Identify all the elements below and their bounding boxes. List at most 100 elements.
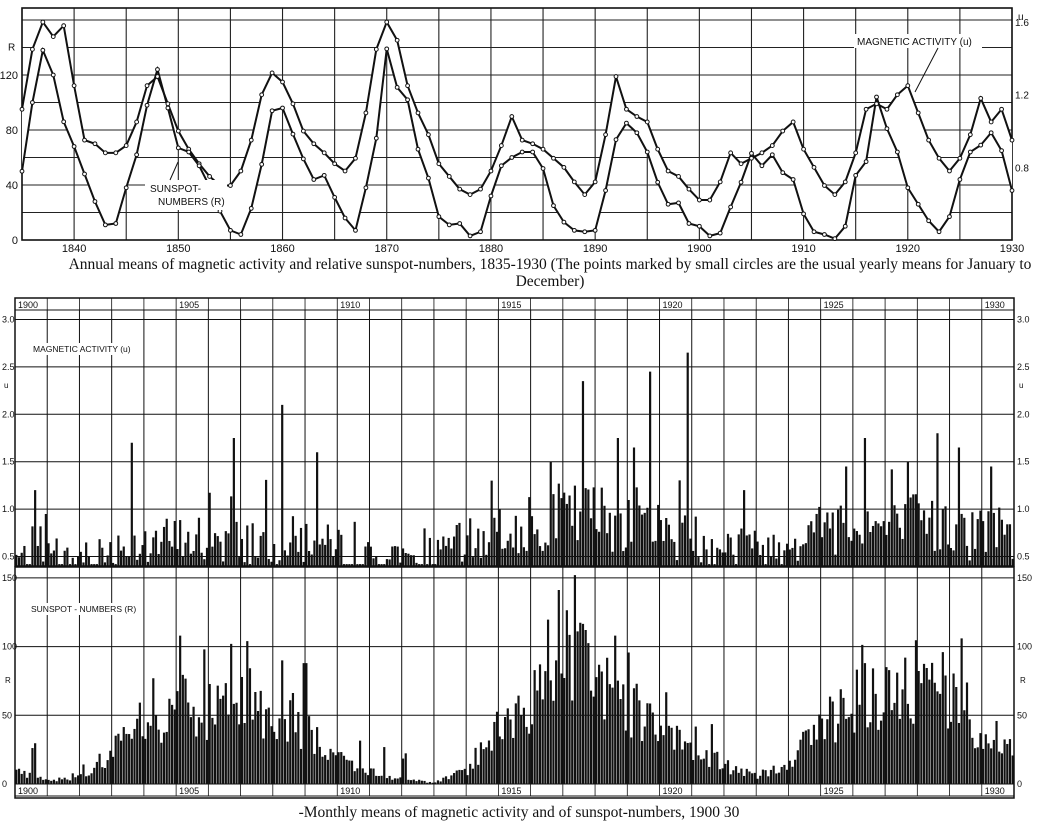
- year-axis-label: 1930: [985, 786, 1005, 796]
- magnetic-activity-point: [520, 138, 524, 142]
- y-right-axis-label: u: [1018, 12, 1024, 23]
- y-right-tick-label: 100: [1017, 642, 1032, 652]
- sunspot-point: [739, 180, 743, 184]
- sunspot-point: [187, 150, 191, 154]
- sunspot-point: [1000, 149, 1004, 153]
- magnetic-activity-point: [687, 187, 691, 191]
- sunspot-point: [229, 228, 233, 232]
- magnetic-activity-point: [427, 133, 431, 137]
- y-right-tick-label: 150: [1017, 573, 1032, 583]
- y-left-tick-label: 0.5: [2, 552, 15, 562]
- sunspot-point: [927, 219, 931, 223]
- sunspot-point: [697, 224, 701, 228]
- magnetic-activity-point: [895, 93, 899, 97]
- sunspot-point: [291, 132, 295, 136]
- magnetic-activity-point: [739, 162, 743, 166]
- y-axis-label: u: [1019, 381, 1023, 390]
- sunspot-point: [593, 228, 597, 232]
- monthly-magnetic-activity-chart: 1900 1905 1910 1915 1920 1925 19300.5 0.51.0 1.0…: [2, 298, 1030, 566]
- sunspot-point: [468, 234, 472, 238]
- sunspot-point: [416, 147, 420, 151]
- sunspot-point: [447, 223, 451, 227]
- y-right-tick-label: 2.0: [1017, 409, 1030, 419]
- sunspot-point: [135, 153, 139, 157]
- sunspot-point: [604, 189, 608, 193]
- year-axis-label: 1920: [663, 786, 683, 796]
- magnetic-activity-point: [354, 156, 358, 160]
- magnetic-activity-point: [114, 151, 118, 155]
- y-right-tick-label: 1.0: [1017, 504, 1030, 514]
- magnetic-activity-point: [83, 138, 87, 142]
- y-right-tick-label: 0.8: [1015, 163, 1029, 174]
- magnetic-activity-point: [572, 180, 576, 184]
- magnetic-activity-point: [916, 111, 920, 115]
- sunspot-point: [906, 186, 910, 190]
- magnetic-activity-point: [729, 151, 733, 155]
- x-tick-label: 1910: [791, 243, 815, 255]
- year-axis-label: 1910: [340, 300, 360, 310]
- magnetic-activity-point: [208, 175, 212, 179]
- sunspot-point: [937, 230, 941, 234]
- sunspot-point: [854, 173, 858, 177]
- magnetic-activity-point: [72, 84, 76, 88]
- sunspot-point: [83, 172, 87, 176]
- sunspot-point: [176, 146, 180, 150]
- sunspot-point: [312, 178, 316, 182]
- sunspot-point: [343, 216, 347, 220]
- sunspot-point: [20, 169, 24, 173]
- sunspot-point: [677, 201, 681, 205]
- magnetic-activity-point: [812, 165, 816, 169]
- magnetic-activity-point: [843, 180, 847, 184]
- bottom-chart-caption: -Monthly means of magnetic activity and …: [0, 804, 1038, 821]
- y-right-tick-label: 0: [1017, 779, 1022, 789]
- magnetic-activity-point: [343, 169, 347, 173]
- sunspot-point: [270, 109, 274, 113]
- magnetic-activity-point: [625, 107, 629, 111]
- y-left-tick-label: 0: [12, 235, 18, 247]
- magnetic-activity-point: [1010, 138, 1014, 142]
- magnetic-activity-point: [249, 138, 253, 142]
- sunspot-point: [687, 222, 691, 226]
- sunspot-point: [124, 186, 128, 190]
- x-tick-label: 1900: [687, 243, 711, 255]
- magnetic-activity-point: [958, 156, 962, 160]
- year-axis-label: 1905: [179, 786, 199, 796]
- magnetic-activity-point: [885, 107, 889, 111]
- sunspot-point: [333, 195, 337, 199]
- magnetic-activity-point: [41, 20, 45, 24]
- magnetic-activity-point: [854, 151, 858, 155]
- magnetic-activity-point: [312, 142, 316, 146]
- sunspot-point: [666, 202, 670, 206]
- y-axis-label: R: [5, 676, 11, 685]
- magnetic-activity-point: [103, 151, 107, 155]
- magnetic-activity-point: [927, 138, 931, 142]
- sunspot-point: [72, 145, 76, 149]
- monthly-sunspot-chart: 0 050 50100 100150 150R RSUNSPOT - NUMBERS (R…: [2, 567, 1032, 798]
- year-axis-label: 1910: [340, 786, 360, 796]
- sunspot-point: [895, 150, 899, 154]
- magnetic-activity-point: [968, 133, 972, 137]
- sunspot-point: [531, 150, 535, 154]
- sunspot-point: [281, 106, 285, 110]
- magnetic-activity-point: [260, 93, 264, 97]
- y-left-tick-label: 1.0: [2, 504, 15, 514]
- magnetic-activity-point: [176, 129, 180, 133]
- sunspot-point: [802, 212, 806, 216]
- sunspot-point: [406, 98, 410, 102]
- magnetic-activity-point: [135, 120, 139, 124]
- y-left-tick-label: 0: [2, 779, 7, 789]
- magnetic-activity-point: [447, 175, 451, 179]
- sunspot-annotation-line-1: SUNSPOT-: [150, 184, 201, 195]
- x-tick-label: 1840: [62, 243, 86, 255]
- magnetic-activity-point: [948, 169, 952, 173]
- sunspot-point: [760, 164, 764, 168]
- sunspot-point: [479, 230, 483, 234]
- magnetic-activity-point: [166, 102, 170, 106]
- sunspot-point: [114, 222, 118, 226]
- magnetic-activity-point: [270, 71, 274, 75]
- sunspot-point: [103, 223, 107, 227]
- magnetic-activity-point: [62, 24, 66, 28]
- sunspot-point: [260, 162, 264, 166]
- magnetic-activity-annotation: MAGNETIC ACTIVITY (u): [857, 37, 972, 48]
- sunspot-point: [322, 173, 326, 177]
